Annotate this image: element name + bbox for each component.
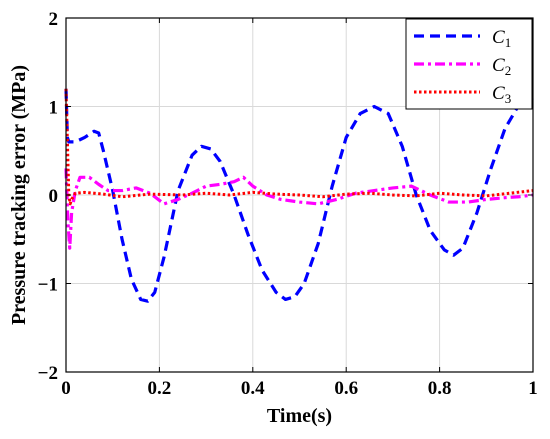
y-tick-label: 0 [49,186,59,207]
x-tick-label: 0.4 [241,378,265,399]
y-axis-label: Pressure tracking error (MPa) [8,65,30,325]
y-tick-label: −1 [38,275,58,296]
x-tick-label: 1 [528,378,538,399]
series-line-C3 [64,88,534,206]
x-axis-label: Time(s) [267,405,332,427]
x-tick-label: 0.8 [428,378,452,399]
x-tick-label: 0.6 [334,378,358,399]
y-tick-label: 2 [49,9,59,30]
series-line-C2 [64,168,534,250]
legend-box [405,18,533,110]
ticks: 0 0.2 0.4 0.6 0.8 1 −2 −1 0 1 2 [38,9,538,399]
y-tick-label: −2 [38,363,58,384]
y-tick-label: 1 [49,98,59,119]
series-line-C1 [64,88,534,303]
x-tick-label: 0 [61,378,71,399]
series-group [64,88,534,303]
x-tick-label: 0.2 [148,378,172,399]
